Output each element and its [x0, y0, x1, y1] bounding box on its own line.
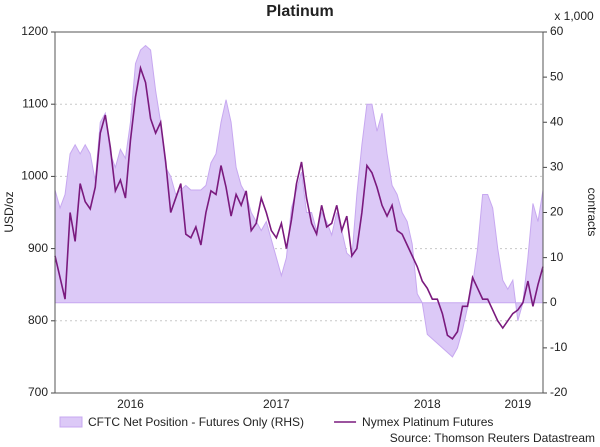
y-axis-label: USD/oz [2, 191, 16, 232]
y2-tick-label: -20 [550, 385, 568, 399]
y2-tick-label: 0 [550, 295, 557, 309]
y2-tick-label: 50 [550, 69, 564, 83]
plot-frame [54, 31, 544, 394]
y2-axis-label: contracts [585, 188, 599, 237]
y-tick-label: 700 [28, 385, 48, 399]
legend-swatch [59, 416, 83, 428]
y2-tick-label: 20 [550, 205, 564, 219]
y-tick-label: 1100 [22, 96, 48, 110]
legend-label: Nymex Platinum Futures [362, 415, 493, 429]
x-tick-label: 2019 [504, 397, 531, 411]
y-tick-label: 1000 [21, 169, 48, 183]
y-tick-label: 800 [28, 313, 48, 327]
source: Source: Thomson Reuters Datastream [390, 431, 595, 445]
y2-tick-label: 10 [550, 250, 564, 264]
y2-tick-label: 60 [550, 24, 564, 38]
y2-unit: x 1,000 [554, 9, 594, 23]
x-tick-label: 2016 [117, 397, 144, 411]
x-tick-label: 2018 [414, 397, 441, 411]
legend-item: Nymex Platinum Futures [334, 415, 493, 429]
legend-label: CFTC Net Position - Futures Only (RHS) [88, 415, 304, 429]
legend-item: CFTC Net Position - Futures Only (RHS) [59, 415, 304, 429]
chart-title: Platinum [266, 3, 334, 20]
line [54, 64, 544, 340]
y-tick-label: 1200 [21, 24, 48, 38]
y2-tick-label: -10 [550, 340, 568, 354]
y2-tick-label: 40 [550, 114, 564, 128]
y-tick-label: 900 [28, 241, 48, 255]
x-tick-label: 2017 [263, 397, 290, 411]
area [54, 44, 544, 358]
y2-tick-label: 30 [550, 160, 564, 174]
